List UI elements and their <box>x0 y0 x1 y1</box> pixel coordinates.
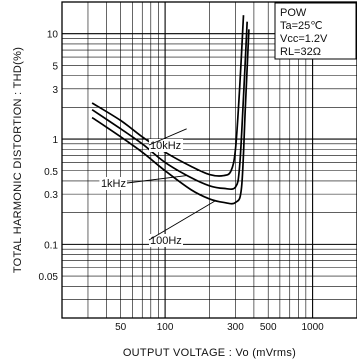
plot-frame <box>61 1 357 319</box>
x-tick-label: 50 <box>115 322 127 333</box>
y-tick-label: 5 <box>52 61 58 72</box>
series-leader-line <box>126 175 187 184</box>
x-axis-title: OUTPUT VOLTAGE : Vo (mVrms) <box>123 347 296 359</box>
y-axis-title: TOTAL HARMONIC DISTORTION : THD(%) <box>12 47 24 273</box>
series-leader-line <box>148 200 216 241</box>
x-tick-label: 500 <box>260 322 277 333</box>
legend-line: POW <box>280 7 307 19</box>
y-tick-label: 10 <box>47 30 59 41</box>
y-tick-label: 3 <box>52 85 58 96</box>
series-label-10khz: 10kHz <box>150 140 181 152</box>
x-tick-label: 1000 <box>301 322 324 333</box>
series-label-bg <box>149 234 183 247</box>
series-label-bg <box>149 139 183 152</box>
y-tick-label: 0.5 <box>44 167 58 178</box>
series-1khz-line <box>91 21 248 191</box>
y-tick-label: 0.3 <box>44 190 58 201</box>
series-label-100hz: 100Hz <box>150 235 182 247</box>
x-tick-label: 100 <box>157 322 174 333</box>
series-100hz-line <box>91 29 250 205</box>
y-tick-label: 0.1 <box>44 240 58 251</box>
series-label-bg <box>99 177 127 190</box>
legend-line: RL=32Ω <box>280 46 321 58</box>
series-10khz-line <box>91 15 245 177</box>
series-label-1khz: 1kHz <box>101 178 126 190</box>
series-leader-line <box>148 128 187 146</box>
x-tick-label: 300 <box>227 322 244 333</box>
labels: 0.05 0.1 0.3 0.5 1 3 5 10 50 100 300 500 1000 10kHz 1k… <box>39 30 325 333</box>
legend-line: Ta=25℃ <box>280 20 323 32</box>
legend-line: Vcc=1.2V <box>280 33 328 45</box>
legend-frame <box>274 2 357 60</box>
y-tick-label: 0.05 <box>39 272 59 283</box>
curves <box>91 15 250 205</box>
y-tick-label: 1 <box>52 135 58 146</box>
